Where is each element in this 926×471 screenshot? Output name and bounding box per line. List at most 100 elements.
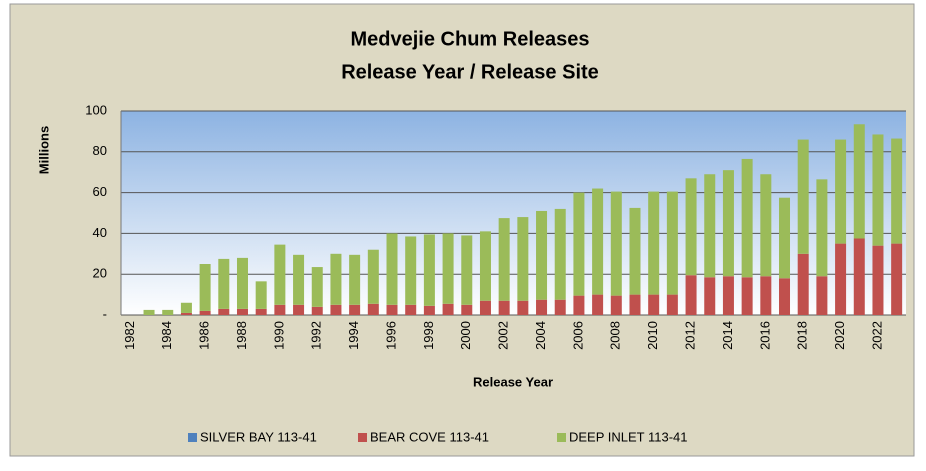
bar-segment <box>741 277 753 315</box>
bar-segment <box>816 179 828 277</box>
x-tick-label: 1992 <box>309 321 324 350</box>
legend-swatch <box>358 433 367 442</box>
x-tick-label: 2006 <box>570 321 585 350</box>
y-tick-label: 40 <box>93 225 107 240</box>
bar-segment <box>479 300 491 315</box>
bar-segment <box>779 197 791 279</box>
bar-segment <box>293 304 305 315</box>
bar-segment <box>704 277 716 315</box>
bar-segment <box>255 308 267 315</box>
bar-segment <box>666 294 678 315</box>
bar-segment <box>274 304 286 315</box>
legend-label: SILVER BAY 113-41 <box>200 429 317 444</box>
bar-segment <box>498 300 510 315</box>
bar-segment <box>218 258 230 309</box>
bar-segment <box>255 281 267 309</box>
bar-segment <box>704 174 716 278</box>
bar-segment <box>405 304 417 315</box>
x-tick-label: 2000 <box>458 321 473 350</box>
bar-segment <box>386 233 398 305</box>
x-tick-label: 2010 <box>645 321 660 350</box>
bar-segment <box>722 170 734 277</box>
bar-segment <box>536 210 548 300</box>
bar-segment <box>311 306 323 315</box>
bar-segment <box>891 138 903 244</box>
bar-segment <box>685 275 697 315</box>
bar-segment <box>872 245 884 315</box>
bar-segment <box>592 294 604 315</box>
y-tick-label: - <box>103 306 107 321</box>
legend-swatch <box>188 433 197 442</box>
x-tick-label: 2020 <box>832 321 847 350</box>
bar-segment <box>442 233 454 304</box>
bar-segment <box>180 302 192 313</box>
bar-segment <box>797 139 809 254</box>
chart-title: Medvejie Chum Releases <box>351 28 590 50</box>
bar-segment <box>498 218 510 301</box>
bar-segment <box>199 264 211 311</box>
bar-segment <box>517 217 529 301</box>
x-tick-label: 2002 <box>496 321 511 350</box>
bar-segment <box>367 303 379 315</box>
legend-label: BEAR COVE 113-41 <box>370 429 489 444</box>
x-axis-label: Release Year <box>473 374 553 389</box>
chart-subtitle: Release Year / Release Site <box>341 61 599 83</box>
bar-segment <box>685 178 697 276</box>
bar-segment <box>405 236 417 305</box>
bar-segment <box>479 231 491 301</box>
bar-segment <box>236 308 248 315</box>
x-tick-label: 2016 <box>757 321 772 350</box>
bar-segment <box>330 304 342 315</box>
bar-segment <box>367 249 379 304</box>
bar-segment <box>779 278 791 315</box>
x-tick-label: 1990 <box>271 321 286 350</box>
bar-segment <box>891 243 903 315</box>
bar-segment <box>648 191 660 295</box>
y-axis-label: Millions <box>36 126 51 174</box>
bar-segment <box>274 244 286 305</box>
x-tick-label: 1994 <box>346 321 361 350</box>
bar-segment <box>180 312 192 315</box>
bar-segment <box>330 253 342 305</box>
bar-segment <box>573 192 585 296</box>
x-tick-label: 2004 <box>533 321 548 350</box>
bar-segment <box>741 158 753 278</box>
bar-segment <box>536 299 548 315</box>
bar-segment <box>199 310 211 315</box>
bar-segment <box>162 309 174 315</box>
bar-segment <box>853 124 865 239</box>
x-tick-label: 2018 <box>795 321 810 350</box>
bar-segment <box>816 276 828 315</box>
x-tick-label: 1986 <box>197 321 212 350</box>
bar-segment <box>835 243 847 315</box>
bar-segment <box>872 134 884 246</box>
x-tick-label: 2022 <box>869 321 884 350</box>
bar-segment <box>666 191 678 295</box>
x-tick-label: 1998 <box>421 321 436 350</box>
bar-segment <box>349 304 361 315</box>
bar-segment <box>293 254 305 305</box>
bar-segment <box>349 254 361 305</box>
bar-segment <box>592 188 604 295</box>
y-tick-label: 60 <box>93 184 107 199</box>
bar-segment <box>760 174 772 277</box>
bar-segment <box>236 257 248 309</box>
legend-swatch <box>557 433 566 442</box>
x-tick-label: 1982 <box>122 321 137 350</box>
bar-segment <box>461 304 473 315</box>
x-tick-label: 1988 <box>234 321 249 350</box>
bar-segment <box>648 294 660 315</box>
plot-area <box>121 111 906 315</box>
bar-segment <box>218 308 230 315</box>
y-tick-label: 80 <box>93 143 107 158</box>
bar-segment <box>311 267 323 307</box>
legend-label: DEEP INLET 113-41 <box>569 429 688 444</box>
x-tick-label: 1984 <box>159 321 174 350</box>
bar-segment <box>423 234 435 306</box>
x-tick-label: 1996 <box>383 321 398 350</box>
bar-segment <box>629 207 641 295</box>
bar-segment <box>853 238 865 315</box>
x-tick-label: 2008 <box>608 321 623 350</box>
